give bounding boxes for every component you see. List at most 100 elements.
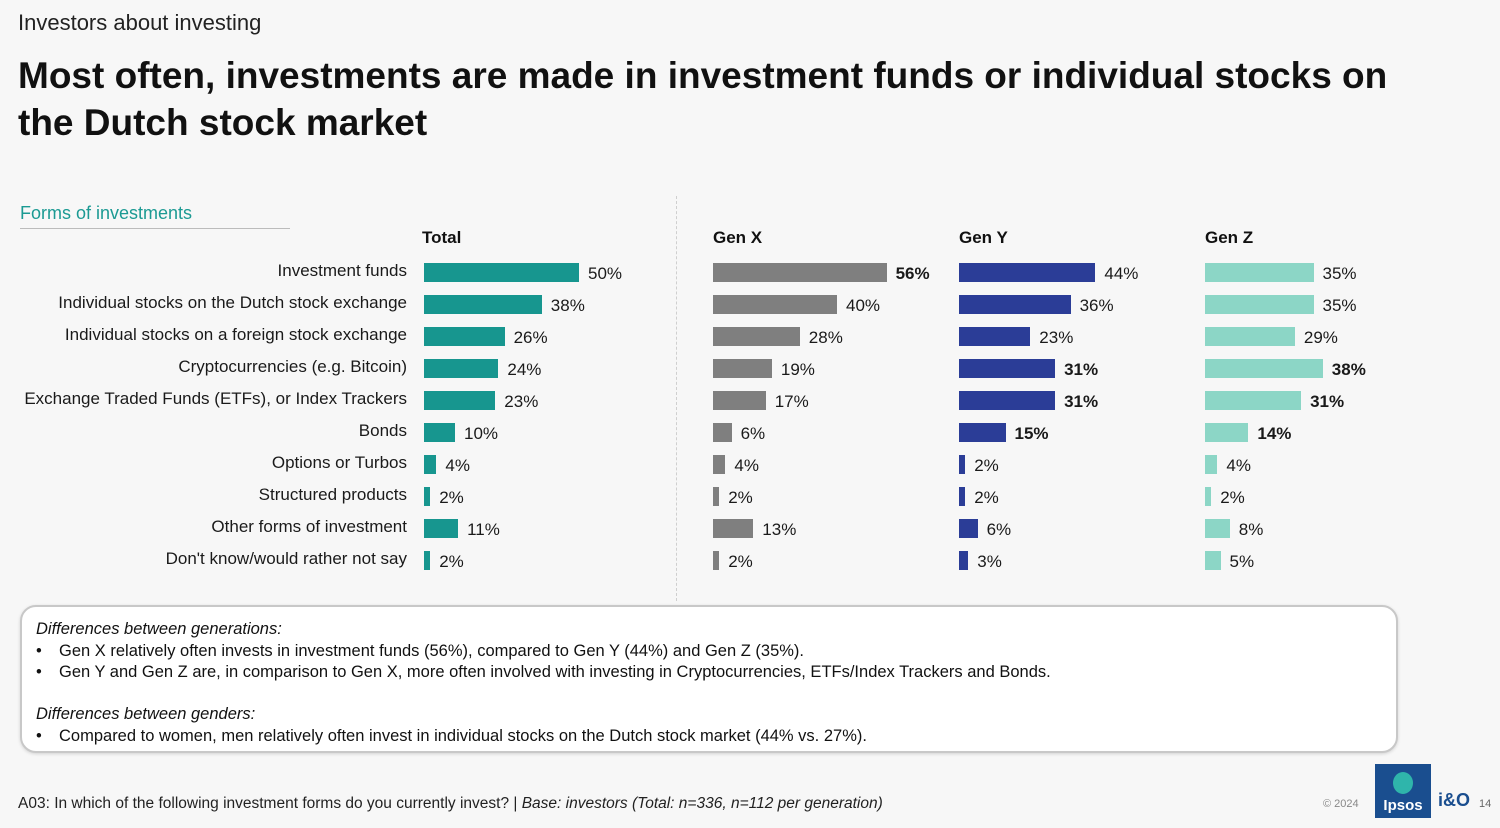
value-label: 15% (1014, 424, 1049, 443)
bar (713, 391, 766, 410)
value-label: 4% (734, 456, 759, 475)
bar (713, 327, 800, 346)
bar (713, 423, 732, 442)
value-label: 23% (1039, 328, 1074, 347)
value-label: 56% (895, 264, 930, 283)
value-label: 36% (1079, 296, 1114, 315)
bar (713, 295, 837, 314)
bullet-dot: • (36, 642, 42, 660)
value-label: 23% (504, 392, 539, 411)
bar (959, 423, 1006, 442)
value-label: 6% (740, 424, 766, 443)
group-divider (676, 196, 677, 601)
value-label: 13% (762, 520, 797, 539)
value-label: 5% (1229, 552, 1255, 571)
bar (424, 391, 496, 410)
value-label: 24% (507, 360, 542, 379)
page-title: Most often, investments are made in inve… (18, 55, 1388, 143)
value-label: 31% (1064, 392, 1099, 411)
value-label: 35% (1322, 296, 1357, 315)
value-label: 28% (808, 328, 843, 347)
bar (959, 455, 966, 474)
section-label: Forms of investments (20, 203, 193, 223)
copyright: © 2024 (1323, 798, 1359, 810)
value-label: 38% (1331, 360, 1366, 379)
bar (959, 327, 1031, 346)
category-label: Cryptocurrencies (e.g. Bitcoin) (178, 357, 407, 376)
series-title: Gen Y (959, 228, 1008, 247)
bar (1205, 423, 1249, 442)
gender-bullet: • Compared to women, men relatively often… (36, 727, 867, 746)
value-label: 38% (550, 296, 585, 315)
category-label: Individual stocks on the Dutch stock exc… (58, 293, 407, 312)
bar (424, 455, 437, 474)
section-underline (20, 228, 290, 229)
value-label: 2% (439, 488, 464, 507)
footnote-base: Base: investors (Total: n=336, n=112 per… (521, 795, 883, 812)
value-label: 31% (1310, 392, 1345, 411)
value-label: 10% (464, 424, 499, 443)
category-label: Structured products (258, 485, 407, 504)
value-label: 35% (1322, 264, 1357, 283)
bar (424, 519, 459, 538)
gender-bullet-text: Compared to women, men relatively often … (59, 727, 867, 745)
bar (713, 551, 720, 570)
bar (959, 519, 978, 538)
bar (959, 359, 1056, 378)
value-label: 17% (774, 392, 809, 411)
series-title: Gen X (713, 228, 763, 247)
bar (424, 295, 542, 314)
bar (424, 263, 579, 282)
bar (424, 551, 431, 570)
bar (713, 359, 772, 378)
gender-differences-heading: Differences between genders: (36, 705, 256, 723)
bar (713, 487, 720, 506)
bullet-dot: • (36, 663, 42, 681)
bar (713, 455, 726, 474)
io-logo: i&O (1438, 790, 1471, 810)
series-title: Total (422, 228, 462, 247)
value-label: 14% (1257, 424, 1292, 443)
gen-bullet: • Gen Y and Gen Z are, in comparison to G… (36, 663, 1051, 682)
value-label: 11% (467, 520, 500, 539)
gen-differences-heading: Differences between generations: (36, 620, 282, 638)
bar (1205, 295, 1314, 314)
bar (959, 391, 1056, 410)
bar (424, 487, 431, 506)
bar (1205, 551, 1221, 570)
bullet-dot: • (36, 727, 42, 745)
category-label: Bonds (358, 421, 407, 440)
bar (959, 295, 1071, 314)
bar (424, 423, 455, 442)
value-label: 2% (974, 456, 999, 475)
category-label: Options or Turbos (271, 453, 407, 472)
bar (1205, 455, 1218, 474)
value-label: 2% (974, 488, 999, 507)
value-label: 29% (1303, 328, 1338, 347)
page-number: 14 (1479, 798, 1492, 810)
value-label: 40% (846, 296, 881, 315)
value-label: 6% (986, 520, 1012, 539)
ipsos-logo-text: Ipsos (1383, 797, 1423, 814)
bar (1205, 359, 1323, 378)
bar (1205, 519, 1230, 538)
category-label: Other forms of investment (211, 517, 407, 536)
value-label: 4% (1226, 456, 1251, 475)
gen-bullet-text: Gen Y and Gen Z are, in comparison to Ge… (59, 663, 1051, 681)
bar (713, 519, 754, 538)
bar (959, 487, 966, 506)
series-title: Gen Z (1205, 228, 1254, 247)
value-label: 2% (1220, 488, 1245, 507)
value-label: 3% (977, 552, 1002, 571)
logo-swirl-icon (1393, 772, 1413, 794)
footnote: A03: In which of the following investmen… (18, 795, 883, 813)
bar (713, 263, 887, 282)
bar (424, 359, 499, 378)
value-label: 4% (445, 456, 470, 475)
notes-box: Differences between generations: • Gen X … (20, 605, 1398, 753)
value-label: 31% (1064, 360, 1099, 379)
ipsos-logo: Ipsos (1375, 764, 1431, 818)
gen-bullet-text: Gen X relatively often invests in invest… (59, 642, 805, 660)
value-label: 2% (728, 488, 753, 507)
gen-bullet: • Gen X relatively often invests in inves… (36, 642, 804, 661)
